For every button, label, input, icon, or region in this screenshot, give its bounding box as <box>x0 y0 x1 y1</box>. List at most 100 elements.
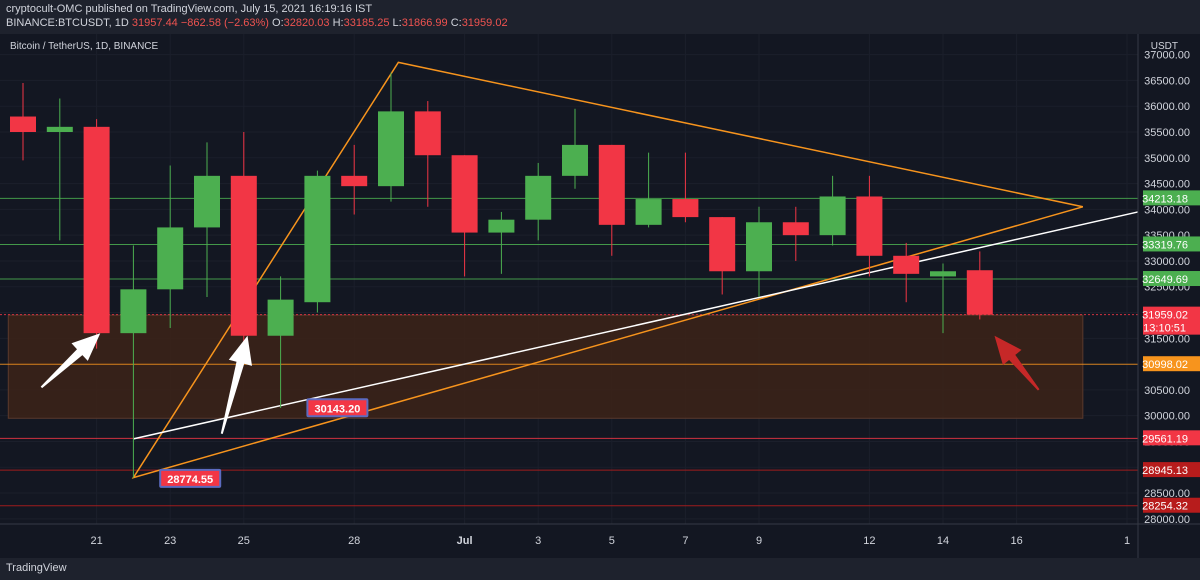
x-tick-label: 1 <box>1124 535 1130 547</box>
price-level-text: 28254.32 <box>1142 501 1188 513</box>
candle-body <box>525 175 552 220</box>
price-callout: 28774.55 <box>159 468 222 488</box>
y-tick-label: 35000.00 <box>1144 153 1190 165</box>
tradingview-logo: TradingView <box>6 562 67 574</box>
candle-body <box>157 227 184 290</box>
candle-body <box>267 299 294 336</box>
price-level-tag <box>1143 306 1200 335</box>
price-level-text: 33319.76 <box>1142 239 1188 251</box>
price-level-tag <box>1143 190 1200 206</box>
candle-body <box>194 175 220 228</box>
x-tick-label: 7 <box>682 535 688 547</box>
candle-body <box>562 144 588 176</box>
open-value: 32820.03 <box>283 17 330 29</box>
x-tick-label: Jul <box>457 535 473 547</box>
high-label: H: <box>332 17 344 29</box>
candle-body <box>83 126 110 334</box>
candle-body <box>709 217 736 272</box>
candle-body <box>930 271 956 277</box>
x-tick-label: 12 <box>863 535 875 547</box>
candle-body <box>120 289 147 334</box>
x-tick-label: 9 <box>756 535 762 547</box>
currency-label: USDT <box>1151 41 1178 52</box>
x-tick-label: 14 <box>937 535 949 547</box>
annotation-arrow <box>994 335 1040 391</box>
y-tick-label: 33000.00 <box>1144 256 1190 268</box>
x-tick-label: 3 <box>535 535 541 547</box>
y-tick-label: 28500.00 <box>1144 488 1190 500</box>
support-zone <box>7 314 1084 419</box>
price-change: −862.58 (−2.63%) <box>180 17 269 29</box>
countdown-text: 13:10:51 <box>1143 323 1186 335</box>
x-tick-label: 23 <box>164 535 176 547</box>
close-label: C: <box>450 17 462 29</box>
y-tick-label: 31500.00 <box>1144 333 1190 345</box>
candle-body <box>304 175 331 303</box>
candle-body <box>230 175 257 336</box>
price-level-text: 32649.69 <box>1142 274 1188 286</box>
candle-body <box>451 155 478 233</box>
low-label: L: <box>392 17 402 29</box>
price-level-text: 30998.02 <box>1142 359 1188 371</box>
x-tick-label: 16 <box>1010 535 1022 547</box>
price-level-tag <box>1143 356 1200 372</box>
open-label: O: <box>272 17 284 29</box>
candle-body <box>414 111 441 156</box>
candlestick-chart[interactable]: 28774.55 30143.20 Bitcoin / TetherUS, 1D, … <box>0 34 1200 558</box>
candle-body <box>635 199 662 225</box>
close-value: 31959.02 <box>461 17 508 29</box>
candle-body <box>46 126 73 132</box>
publish-header: cryptocult-OMC published on TradingView.… <box>0 0 1200 34</box>
candle-body <box>746 222 772 272</box>
last-price: 31957.44 <box>131 17 178 29</box>
price-callout-box <box>159 468 222 488</box>
price-level-text: 29561.19 <box>1142 433 1188 445</box>
y-tick-label: 34500.00 <box>1144 179 1190 191</box>
candle-body <box>341 175 368 187</box>
candle-body <box>819 196 846 236</box>
y-tick-label: 34000.00 <box>1144 204 1190 216</box>
x-tick-label: 21 <box>90 535 102 547</box>
candle-body <box>672 199 699 218</box>
white-trendline <box>133 211 1139 440</box>
y-tick-label: 30000.00 <box>1144 411 1190 423</box>
price-callout-text: 28774.55 <box>167 474 213 486</box>
footer-bar: TradingView <box>0 558 1200 580</box>
price-callout-text: 30143.20 <box>314 403 360 415</box>
chart-title: Bitcoin / TetherUS, 1D, BINANCE <box>10 41 159 52</box>
price-callout-box <box>306 398 369 418</box>
candle-body <box>378 111 404 187</box>
y-tick-label: 37000.00 <box>1144 50 1190 62</box>
y-tick-label: 35500.00 <box>1144 127 1190 139</box>
high-value: 33185.25 <box>343 17 390 29</box>
annotation-arrow <box>220 335 252 434</box>
candle-body <box>598 144 625 225</box>
x-tick-label: 25 <box>238 535 250 547</box>
x-tick-label: 28 <box>348 535 360 547</box>
x-tick-label: 5 <box>609 535 615 547</box>
y-tick-label: 30500.00 <box>1144 385 1190 397</box>
candle-body <box>782 222 809 236</box>
candle-body <box>893 255 920 274</box>
y-tick-label: 36000.00 <box>1144 101 1190 113</box>
candle-body <box>856 196 883 256</box>
low-value: 31866.99 <box>401 17 448 29</box>
triangle-pattern <box>131 61 1084 479</box>
price-level-text: 31959.02 <box>1142 310 1188 322</box>
price-level-text: 34213.18 <box>1142 193 1188 205</box>
y-tick-label: 28000.00 <box>1144 514 1190 526</box>
publisher-line: cryptocult-OMC published on TradingView.… <box>6 3 373 15</box>
candle-body <box>966 270 993 315</box>
price-level-tag <box>1143 236 1200 252</box>
price-callout: 30143.20 <box>306 398 369 418</box>
candle-body <box>488 219 515 233</box>
symbol-label: BINANCE:BTCUSDT, 1D <box>6 17 129 29</box>
price-level-text: 28945.13 <box>1142 465 1188 477</box>
price-level-tag <box>1143 462 1200 478</box>
candle-body <box>10 116 36 132</box>
y-tick-label: 36500.00 <box>1144 75 1190 87</box>
price-level-tag <box>1143 497 1200 513</box>
price-level-tag <box>1143 271 1200 287</box>
price-level-tag <box>1143 430 1200 446</box>
ohlc-line: BINANCE:BTCUSDT, 1D 31957.44 −862.58 (−2… <box>6 17 508 29</box>
